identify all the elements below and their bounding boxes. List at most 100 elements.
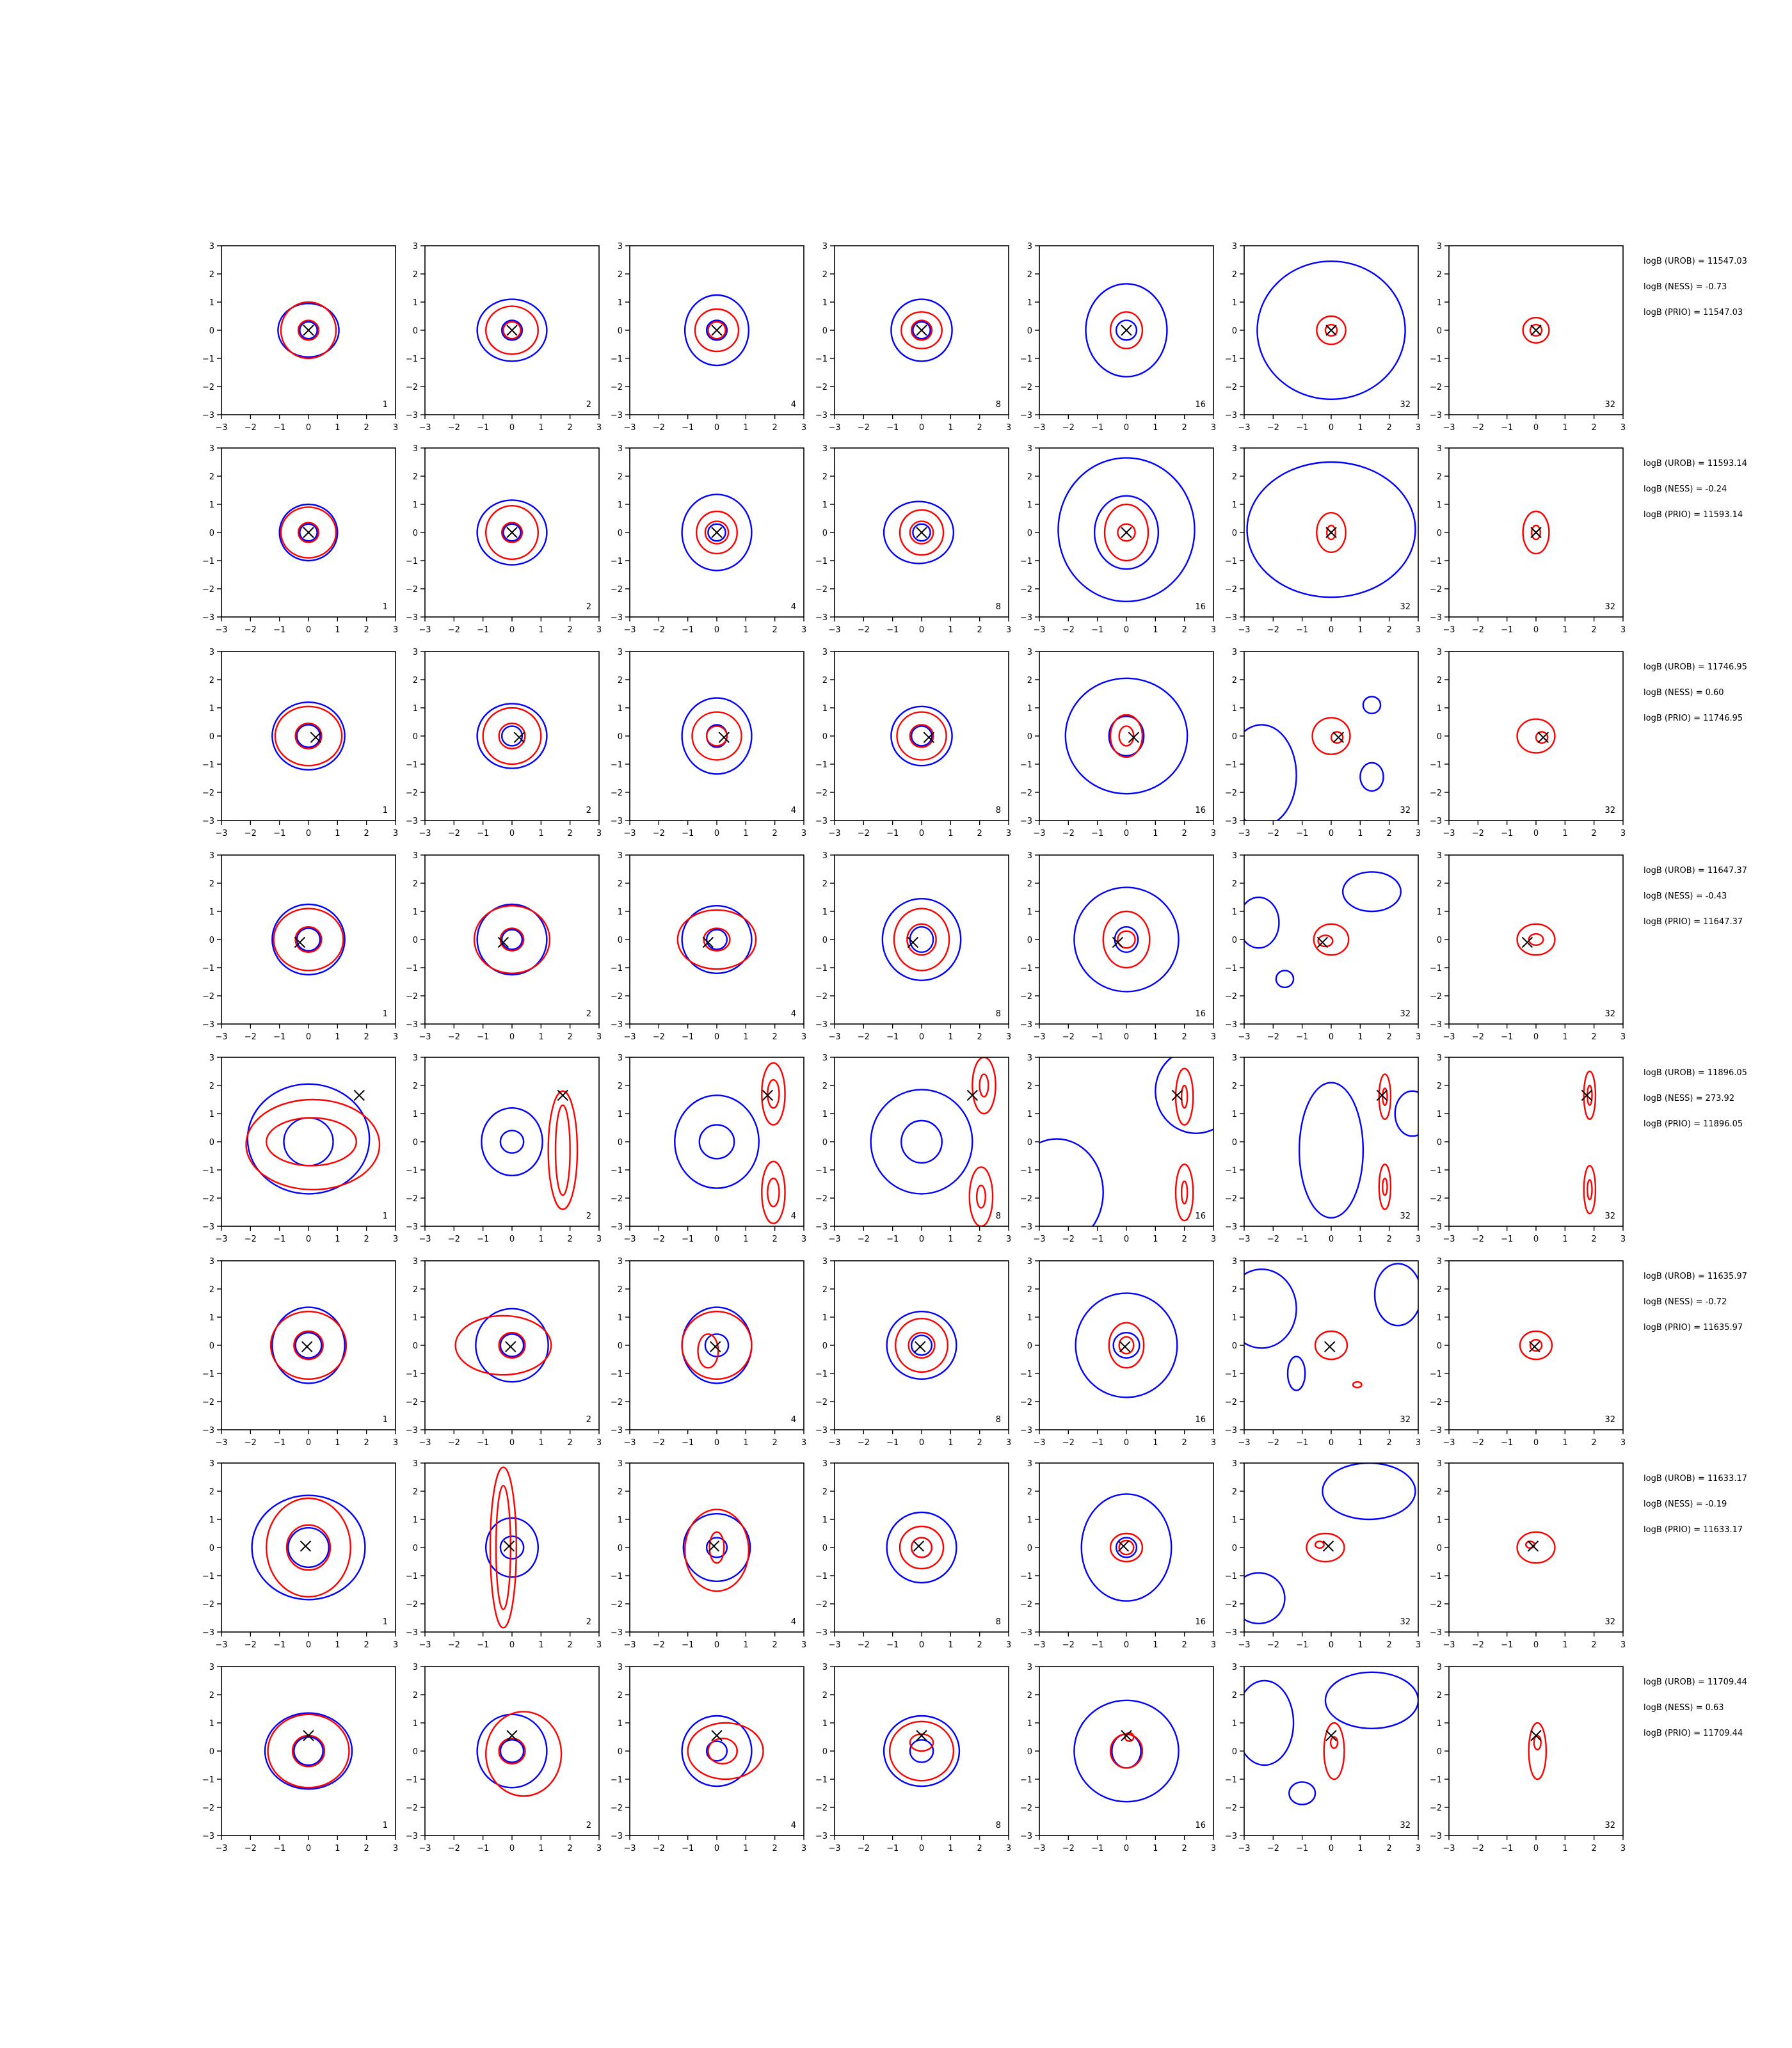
x-tick-label: −2 [1062, 1032, 1075, 1042]
x-tick-label: −1 [682, 1844, 694, 1853]
plot-area [881, 897, 962, 981]
y-tick-label: −3 [1225, 1020, 1237, 1030]
y-tick-label: 3 [618, 648, 623, 657]
contour-blue [681, 1715, 753, 1788]
contour-blue [1244, 1572, 1286, 1624]
plot-area [1080, 1493, 1172, 1602]
contour-blue [912, 523, 931, 542]
x-tick-label: 2 [1182, 625, 1187, 635]
logb-ness-text: logB (NESS) = -0.72 [1644, 1297, 1727, 1307]
y-tick-label: 3 [413, 1257, 418, 1267]
contour-blue [681, 697, 753, 775]
panel-label: 2 [586, 602, 591, 612]
contour-blue [246, 1083, 371, 1195]
x-marker-stroke [513, 732, 525, 743]
panel-label: 4 [791, 1212, 796, 1221]
contour-red [908, 1331, 936, 1359]
y-tick-label: −1 [1430, 557, 1442, 566]
x-tick-label: 0 [714, 1844, 719, 1853]
y-tick-label: 1 [1437, 1516, 1442, 1525]
contour-red [1330, 731, 1344, 744]
contour-red [909, 520, 934, 545]
logb-urob-text: logB (UROB) = 11547.03 [1644, 257, 1747, 266]
x-tick-label: −3 [1033, 1235, 1045, 1244]
x-tick-label: −1 [886, 625, 899, 635]
x-marker-stroke [1325, 1730, 1337, 1741]
contour-red [280, 301, 337, 360]
y-tick-label: −1 [611, 1775, 623, 1785]
y-tick-label: −3 [1430, 1832, 1442, 1841]
x-tick-label: 2 [977, 1844, 982, 1853]
x-tick-label: 1 [538, 1235, 543, 1244]
y-tick-label: −2 [815, 992, 828, 1002]
x-tick-label: 1 [948, 1235, 953, 1244]
y-tick-label: 0 [822, 529, 828, 538]
x-tick-label: 0 [306, 1844, 311, 1853]
contour-red [707, 1737, 738, 1764]
panel-r6-c5: −3−3 −2 −2 −1 −1 0 0 1 1 2 2 3 3 16 [1020, 1257, 1216, 1448]
x-marker-icon [301, 1341, 313, 1352]
x-tick-label: 1 [948, 1032, 953, 1042]
contour-blue [499, 1739, 525, 1763]
panel-r1-c6: −3−3 −2 −2 −1 −1 0 0 1 1 2 2 3 3 32 [1225, 242, 1421, 433]
x-tick-label: 1 [1153, 1438, 1158, 1448]
y-tick-label: 0 [822, 732, 828, 742]
x-tick-label: 0 [509, 625, 515, 635]
contour-blue [278, 503, 339, 562]
panel-r5-c2: −3−3 −2 −2 −1 −1 0 0 1 1 2 2 3 3 2 [406, 1053, 602, 1244]
contour-red [454, 1315, 552, 1376]
x-marker-icon [916, 1730, 927, 1741]
y-tick-label: −2 [1020, 585, 1032, 595]
contour-blue [1112, 1331, 1140, 1359]
contour-red [893, 908, 950, 972]
contour-red [1324, 324, 1338, 337]
contour-red [498, 1737, 526, 1764]
contour-red [1583, 1070, 1597, 1121]
panel-label: 16 [1195, 1415, 1206, 1425]
contour-red [1313, 923, 1350, 956]
x-tick-label: 3 [801, 1640, 806, 1650]
y-tick-label: 3 [618, 444, 623, 454]
y-tick-label: 2 [1027, 270, 1032, 280]
plot-area [271, 701, 346, 771]
contour-red [1528, 1722, 1548, 1780]
x-marker-icon [1128, 732, 1140, 743]
x-tick-label: 0 [714, 1438, 719, 1448]
x-marker-icon [506, 324, 518, 336]
y-tick-label: 3 [1027, 242, 1032, 252]
y-tick-label: 2 [618, 472, 623, 482]
plot-area [681, 697, 753, 775]
y-tick-label: −3 [1225, 817, 1237, 826]
y-tick-label: −1 [406, 1370, 418, 1379]
x-tick-label: 2 [568, 1235, 573, 1244]
contour-red [267, 1713, 350, 1789]
x-tick-label: 2 [1387, 1235, 1392, 1244]
y-tick-label: 0 [1232, 1747, 1237, 1757]
panel-r7-c7: −3−3 −2 −2 −1 −1 0 0 1 1 2 2 3 3 32 [1430, 1459, 1626, 1650]
y-tick-label: 2 [822, 1487, 828, 1497]
x-tick-label: 0 [1533, 1640, 1539, 1650]
x-tick-label: −3 [1443, 625, 1455, 635]
x-tick-label: −3 [828, 1438, 840, 1448]
x-tick-label: −3 [1443, 829, 1455, 838]
x-tick-label: 0 [1329, 1844, 1334, 1853]
contour-red [1180, 1084, 1188, 1109]
x-tick-label: 1 [948, 1438, 953, 1448]
x-tick-label: −1 [273, 423, 285, 433]
panel-r3-c3: −3−3 −2 −2 −1 −1 0 0 1 1 2 2 3 3 4 [611, 648, 806, 838]
x-marker-stroke [506, 324, 518, 336]
x-tick-label: −1 [1501, 1640, 1513, 1650]
y-tick-label: 0 [413, 1544, 418, 1553]
contour-blue [476, 703, 548, 769]
panel-label: 32 [1400, 602, 1411, 612]
plot-area [476, 499, 548, 566]
contour-red [1378, 1073, 1392, 1121]
y-tick-label: −3 [1430, 1628, 1442, 1638]
x-tick-label: −3 [1443, 1640, 1455, 1650]
x-tick-label: 0 [1533, 1235, 1539, 1244]
x-marker-icon [1324, 1341, 1336, 1352]
y-tick-label: 2 [209, 1691, 214, 1700]
annotation-row-4: logB (UROB) = 11647.37 logB (NESS) = -0.4… [1644, 866, 1747, 927]
plot-area [681, 493, 753, 572]
y-tick-label: −3 [611, 411, 623, 420]
